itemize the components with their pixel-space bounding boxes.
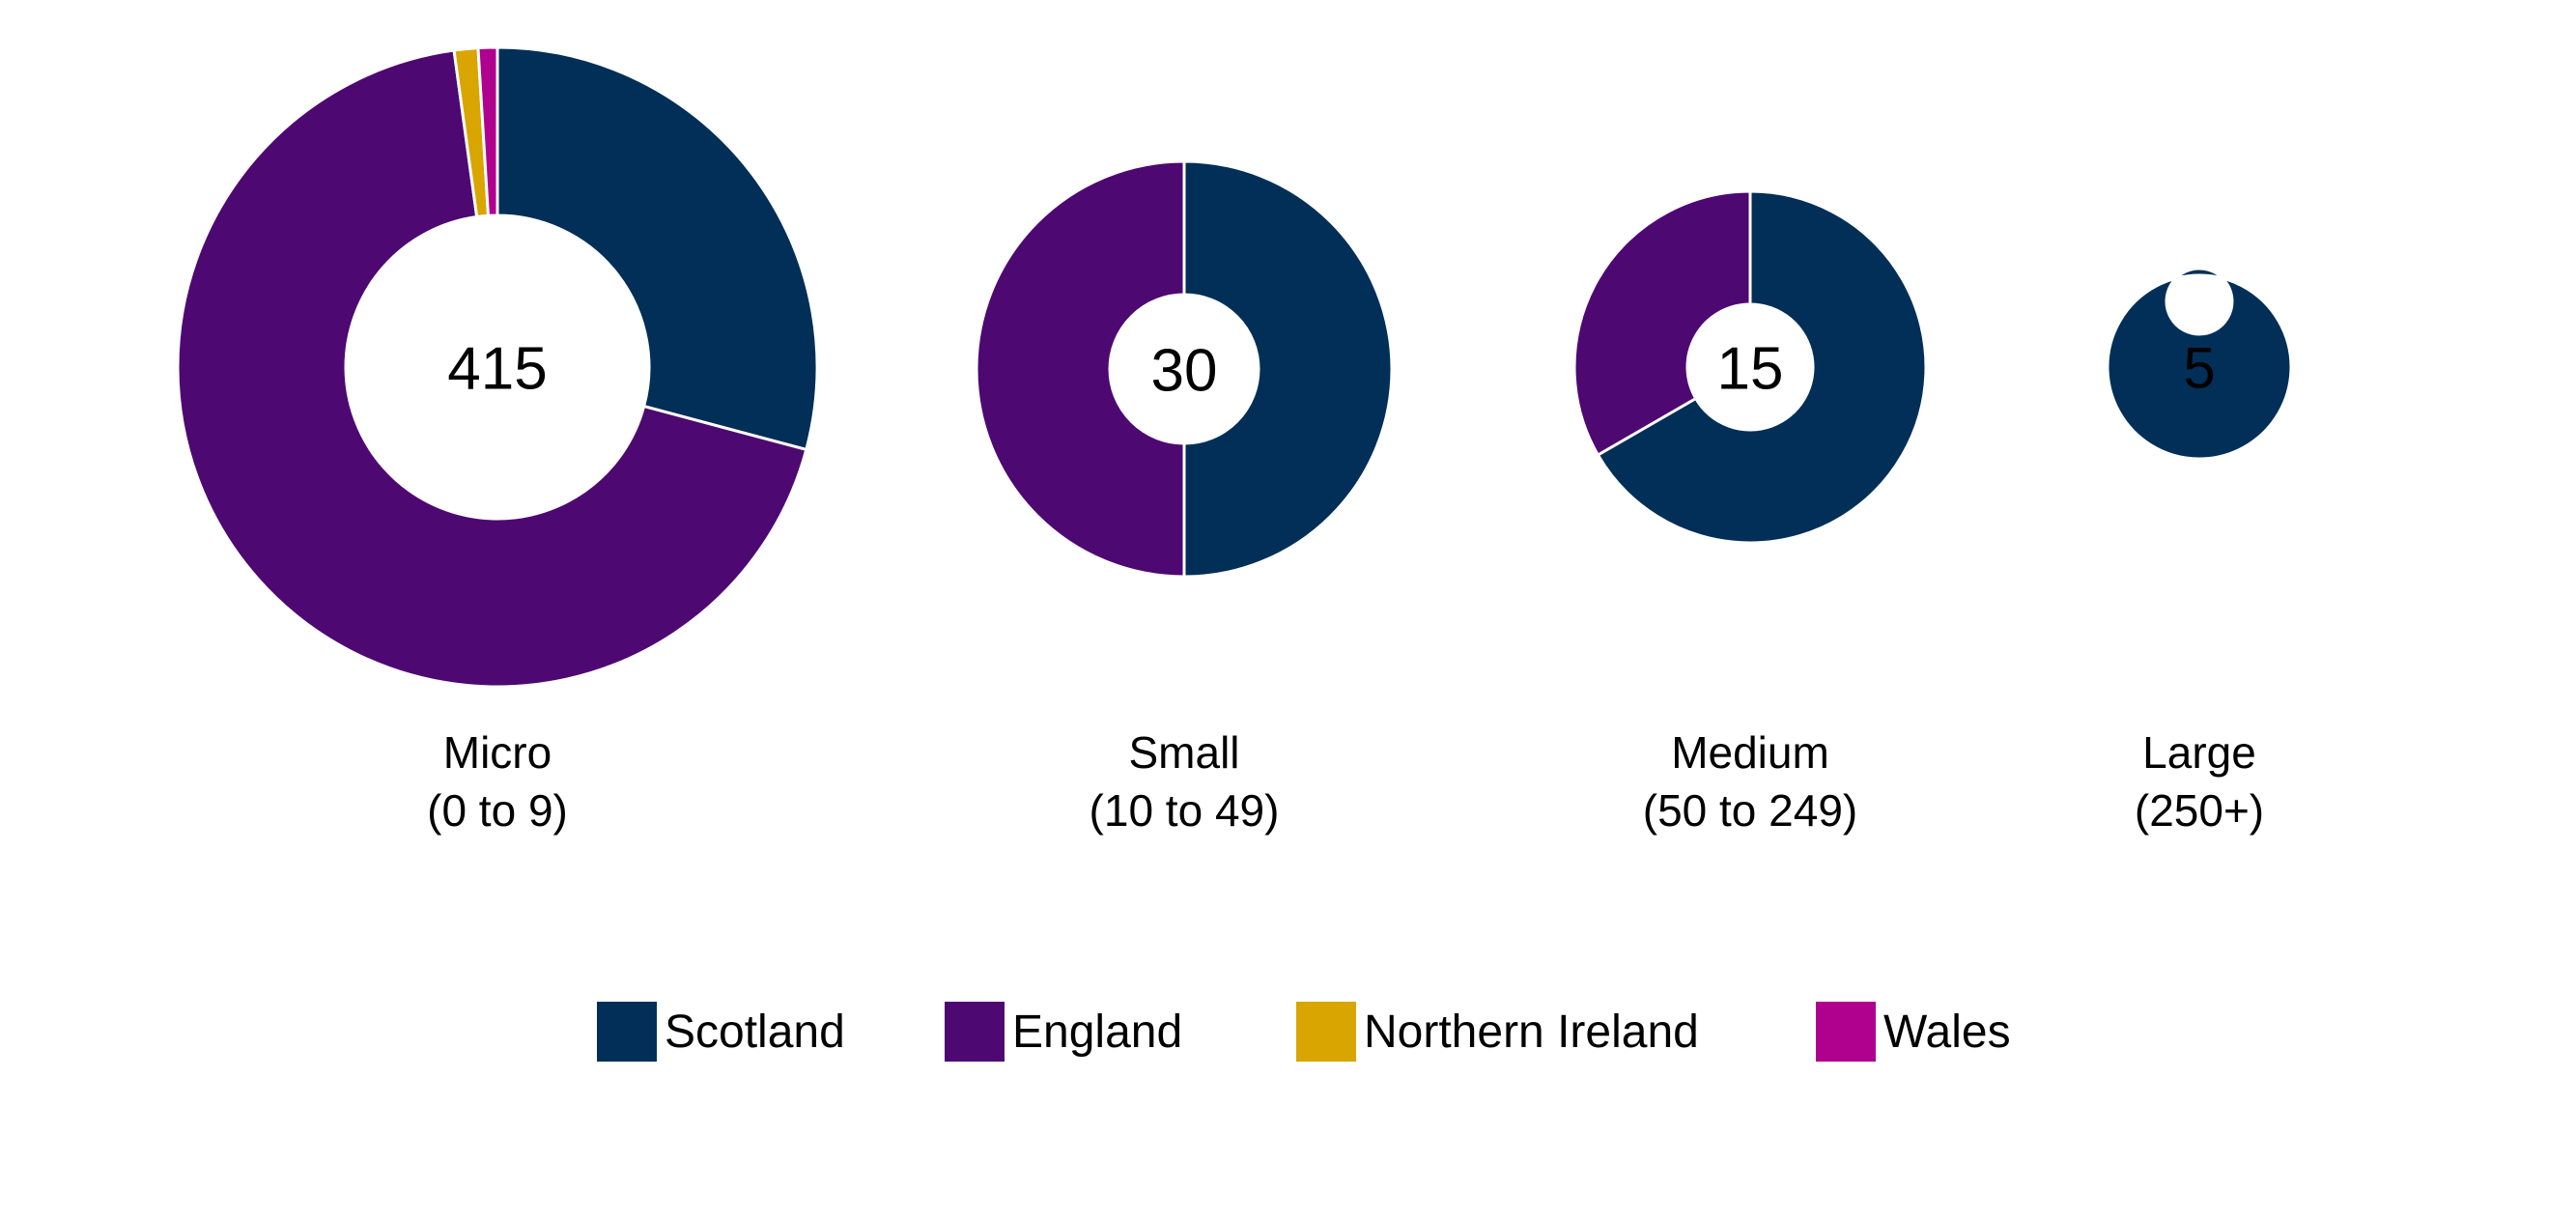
slice-small-england xyxy=(975,159,1186,579)
slice-medium-england xyxy=(1572,189,1752,458)
slice-micro-scotland xyxy=(495,45,819,452)
category-label-medium: Medium xyxy=(1671,727,1829,778)
legend-item-wales: Wales xyxy=(1816,1002,2011,1062)
category-label-large: Large xyxy=(2142,727,2256,778)
category-label-micro: Micro xyxy=(443,727,552,778)
slice-micro-wales xyxy=(476,45,499,217)
legend-label-england: England xyxy=(1012,1007,1182,1058)
legend-label-northern-ireland: Northern Ireland xyxy=(1364,1007,1699,1058)
total-label-small: 30 xyxy=(1151,337,1218,404)
legend-swatch-scotland xyxy=(597,1002,657,1062)
legend-item-scotland: Scotland xyxy=(597,1002,845,1062)
category-range-medium: (50 to 249) xyxy=(1643,785,1857,836)
category-range-micro: (0 to 9) xyxy=(427,785,568,836)
legend-swatch-northern-ireland xyxy=(1296,1002,1356,1062)
category-range-small: (10 to 49) xyxy=(1090,785,1280,836)
legend-label-wales: Wales xyxy=(1883,1007,2011,1058)
legend-label-scotland: Scotland xyxy=(665,1007,845,1058)
donut-large: 5 xyxy=(2106,267,2293,461)
category-range-large: (250+) xyxy=(2135,785,2264,836)
donut-medium: 15 xyxy=(1572,189,1928,545)
slice-large-scotland xyxy=(2106,267,2293,461)
legend-item-northern-ireland: Northern Ireland xyxy=(1296,1002,1699,1062)
total-label-medium: 15 xyxy=(1717,335,1784,402)
legend-swatch-england xyxy=(945,1002,1005,1062)
slice-medium-scotland xyxy=(1596,189,1928,545)
slice-small-scotland xyxy=(1182,159,1394,579)
legend-swatch-wales xyxy=(1816,1002,1876,1062)
donut-micro: 415 xyxy=(176,45,819,689)
slice-micro-england xyxy=(176,48,808,689)
category-label-small: Small xyxy=(1128,727,1239,778)
donut-small: 30 xyxy=(975,159,1394,579)
total-label-large: 5 xyxy=(2183,336,2215,401)
total-label-micro: 415 xyxy=(447,335,547,402)
legend-item-england: England xyxy=(945,1002,1182,1062)
